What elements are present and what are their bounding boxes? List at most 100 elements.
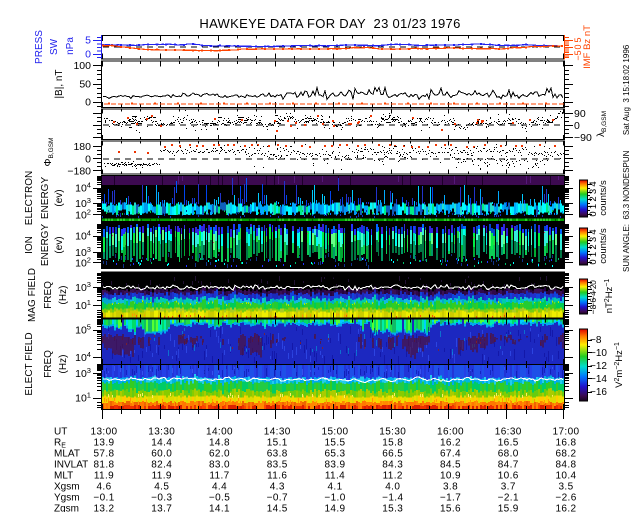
svg-text:−2.1: −2.1 [498, 492, 519, 503]
svg-text:0: 0 [588, 259, 599, 264]
svg-text:counts/s: counts/s [598, 228, 609, 264]
svg-text:84.3: 84.3 [382, 459, 403, 470]
svg-text:−90: −90 [574, 132, 592, 144]
svg-text:−16: −16 [590, 387, 607, 398]
svg-text:11.7: 11.7 [209, 470, 229, 481]
svg-text:−10: −10 [590, 348, 607, 359]
svg-text:Ygsm: Ygsm [54, 492, 80, 503]
svg-text:68.2: 68.2 [555, 449, 576, 460]
svg-text:15.1: 15.1 [267, 438, 288, 449]
svg-text:ELECTRON: ELECTRON [24, 171, 35, 225]
svg-text:4.5: 4.5 [154, 481, 169, 492]
svg-text:180: 180 [73, 141, 91, 153]
svg-text:15:30: 15:30 [379, 427, 406, 438]
svg-text:−4: −4 [588, 291, 598, 301]
svg-text:V2m−2Hz−1: V2m−2Hz−1 [614, 342, 625, 388]
svg-text:16:30: 16:30 [495, 427, 522, 438]
svg-text:14.1: 14.1 [209, 503, 230, 512]
svg-text:−1.7: −1.7 [440, 492, 461, 503]
svg-text:57.8: 57.8 [93, 449, 114, 460]
svg-text:MLT: MLT [54, 470, 73, 481]
svg-text:5: 5 [573, 37, 583, 42]
svg-text:66.5: 66.5 [382, 449, 403, 460]
svg-text:1: 1 [588, 204, 599, 209]
svg-text:17:00: 17:00 [552, 427, 579, 438]
svg-text:ENERGY: ENERGY [40, 177, 51, 220]
svg-text:15.6: 15.6 [440, 503, 461, 512]
svg-text:nPa: nPa [65, 37, 76, 55]
svg-text:16:00: 16:00 [437, 427, 464, 438]
svg-text:FREQ: FREQ [43, 350, 54, 378]
svg-text:15.8: 15.8 [382, 438, 403, 449]
svg-text:3.8: 3.8 [443, 481, 458, 492]
svg-text:4.1: 4.1 [327, 481, 342, 492]
svg-text:0: 0 [574, 120, 580, 132]
svg-text:83.9: 83.9 [324, 459, 345, 470]
svg-text:13:00: 13:00 [90, 427, 117, 438]
svg-text:4.3: 4.3 [270, 481, 285, 492]
svg-text:MLAT: MLAT [54, 449, 80, 460]
svg-text:0: 0 [85, 153, 91, 165]
svg-text:63.8: 63.8 [267, 449, 288, 460]
svg-text:84.5: 84.5 [440, 459, 461, 470]
svg-text:2: 2 [588, 244, 599, 249]
svg-text:nT2Hz−1: nT2Hz−1 [604, 279, 615, 314]
svg-text:(Hz): (Hz) [58, 286, 69, 305]
svg-text:11.4: 11.4 [325, 470, 345, 481]
svg-text:−8: −8 [588, 304, 598, 314]
svg-text:(Hz): (Hz) [58, 355, 69, 374]
svg-text:(ev): (ev) [54, 189, 65, 206]
svg-text:4.6: 4.6 [96, 481, 111, 492]
svg-text:counts/s: counts/s [598, 180, 609, 216]
svg-text:Zgsm: Zgsm [54, 503, 79, 512]
svg-text:(ev): (ev) [54, 236, 65, 253]
svg-text:14.4: 14.4 [151, 438, 172, 449]
svg-text:10.9: 10.9 [440, 470, 461, 481]
svg-text:0: 0 [85, 96, 91, 108]
svg-text:0: 0 [588, 280, 598, 285]
svg-text:15.5: 15.5 [324, 438, 345, 449]
svg-text:82.4: 82.4 [151, 459, 172, 470]
svg-text:11.6: 11.6 [267, 470, 287, 481]
svg-text:14.9: 14.9 [324, 503, 345, 512]
svg-text:−1.4: −1.4 [382, 492, 403, 503]
svg-text:3: 3 [588, 237, 599, 242]
svg-text:−0.1: −0.1 [93, 492, 114, 503]
svg-text:4.4: 4.4 [212, 481, 227, 492]
svg-text:84.7: 84.7 [498, 459, 519, 470]
svg-text:10.4: 10.4 [555, 470, 576, 481]
svg-text:−180: −180 [67, 165, 91, 177]
svg-text:16.2: 16.2 [440, 438, 461, 449]
svg-text:−5: −5 [573, 50, 583, 60]
svg-text:UT: UT [54, 427, 67, 438]
svg-text:13.2: 13.2 [93, 503, 114, 512]
svg-text:67.4: 67.4 [440, 449, 461, 460]
svg-text:50: 50 [79, 78, 91, 90]
svg-text:4: 4 [588, 229, 599, 234]
svg-text:MAG FIELD: MAG FIELD [27, 268, 38, 322]
svg-text:0: 0 [85, 49, 91, 61]
svg-text:ION: ION [24, 236, 35, 254]
svg-text:11.9: 11.9 [94, 470, 114, 481]
svg-text:5: 5 [85, 35, 91, 47]
svg-text:4: 4 [588, 181, 599, 186]
svg-text:11.9: 11.9 [152, 470, 172, 481]
svg-text:IMF Bz nT: IMF Bz nT [582, 25, 593, 69]
svg-text:81.8: 81.8 [93, 459, 114, 470]
svg-text:11.2: 11.2 [383, 470, 403, 481]
svg-text:15.9: 15.9 [498, 503, 519, 512]
svg-text:4.0: 4.0 [385, 481, 400, 492]
svg-text:1: 1 [588, 252, 599, 257]
svg-text:13.9: 13.9 [93, 438, 114, 449]
svg-text:−0.7: −0.7 [267, 492, 288, 503]
svg-text:14:30: 14:30 [264, 427, 291, 438]
svg-text:−2.6: −2.6 [555, 492, 576, 503]
svg-text:HAWKEYE DATA FOR DAY 23 01/23: HAWKEYE DATA FOR DAY 23 01/23 1976 [199, 16, 460, 31]
svg-text:14.5: 14.5 [267, 503, 288, 512]
svg-text:SW: SW [49, 38, 60, 55]
svg-text:13.7: 13.7 [151, 503, 172, 512]
svg-text:FREQ: FREQ [43, 281, 54, 309]
svg-text:−12: −12 [590, 361, 607, 372]
svg-text:84.8: 84.8 [555, 459, 576, 470]
svg-text:13:30: 13:30 [148, 427, 175, 438]
